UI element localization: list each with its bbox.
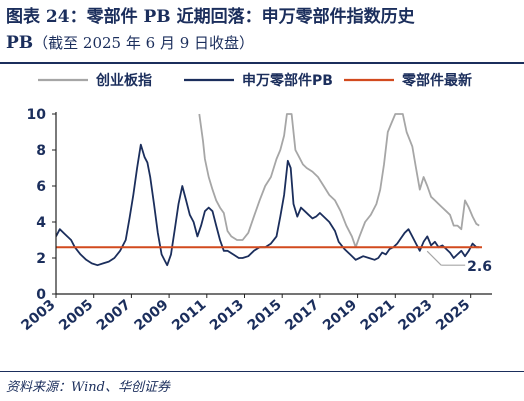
x-tick-label: 2013 xyxy=(207,297,247,334)
latest-value-label: 2.6 xyxy=(467,259,492,275)
y-tick-label: 10 xyxy=(27,107,47,123)
x-tick-label: 2007 xyxy=(94,297,134,334)
x-tick-label: 2005 xyxy=(56,297,96,334)
x-tick-label: 2023 xyxy=(395,297,435,334)
pb-history-chart: 创业板指 申万零部件PB 零部件最新 0 2 4 6 8 10 2003200520072… xyxy=(18,72,492,334)
title-line-2-main: PB xyxy=(6,33,34,53)
x-tick-label: 2015 xyxy=(245,297,285,334)
top-rule xyxy=(0,62,524,64)
legend-label-chinext: 创业板指 xyxy=(95,72,152,89)
axes xyxy=(55,112,492,295)
x-tick-label: 2021 xyxy=(358,297,398,334)
plot-area: 2.6 xyxy=(56,113,492,275)
y-axis-ticks: 0 2 4 6 8 10 xyxy=(27,107,56,303)
y-tick-label: 2 xyxy=(36,251,46,267)
source-note: 资料来源：Wind、华创证券 xyxy=(6,380,170,395)
x-tick-label: 2025 xyxy=(433,297,473,334)
x-tick-label: 2017 xyxy=(282,297,322,334)
title-line-1: 图表 24：零部件 PB 近期回落：申万零部件指数历史 xyxy=(6,7,415,27)
y-tick-label: 6 xyxy=(36,179,46,195)
legend: 创业板指 申万零部件PB 零部件最新 xyxy=(38,72,472,89)
title-line-2: PB（截至 2025 年 6 月 9 日收盘） xyxy=(6,30,520,56)
y-tick-label: 0 xyxy=(36,287,46,303)
series-line-sw-parts-pb xyxy=(56,143,480,267)
legend-label-latest: 零部件最新 xyxy=(401,72,472,89)
x-axis-ticks: 2003200520072009201120132015201720192021… xyxy=(18,294,473,334)
x-tick-label: 2019 xyxy=(320,297,360,334)
y-tick-label: 4 xyxy=(36,215,46,231)
chart-title: 图表 24：零部件 PB 近期回落：申万零部件指数历史 PB（截至 2025 年… xyxy=(6,4,520,56)
bottom-rule xyxy=(0,371,524,372)
x-tick-label: 2009 xyxy=(132,297,172,334)
y-tick-label: 8 xyxy=(36,143,46,159)
legend-label-sw-parts-pb: 申万零部件PB xyxy=(242,72,333,89)
latest-pointer xyxy=(426,250,442,266)
series-line-chinext xyxy=(198,113,480,249)
x-tick-label: 2011 xyxy=(169,297,209,334)
title-date-note: （截至 2025 年 6 月 9 日收盘） xyxy=(33,34,255,52)
